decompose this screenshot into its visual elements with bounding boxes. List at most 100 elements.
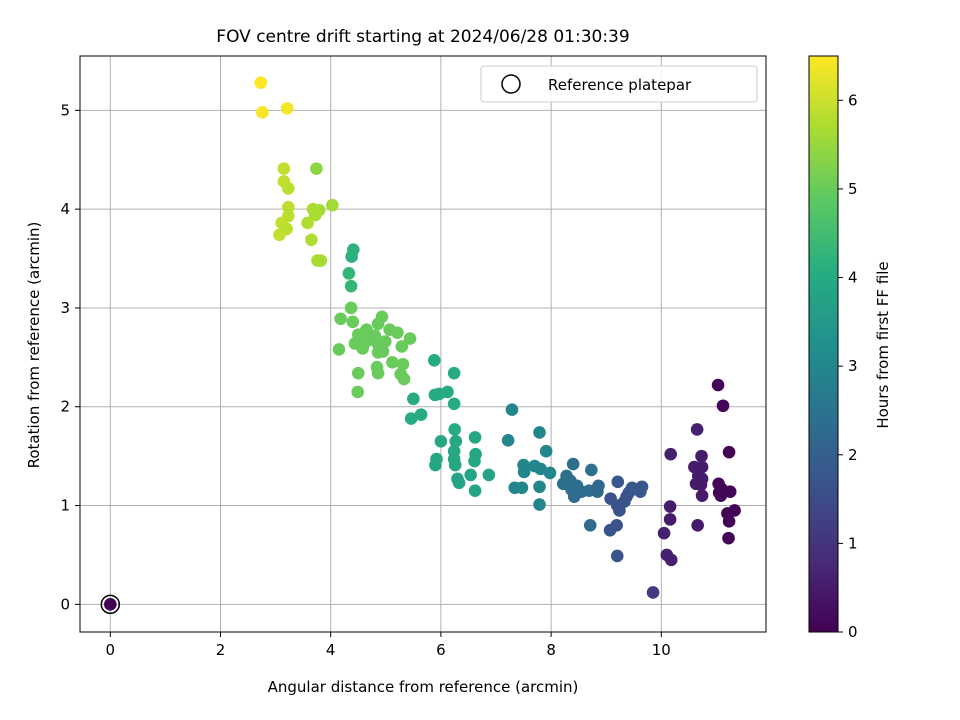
scatter-point: [634, 485, 647, 499]
scatter-point: [308, 208, 322, 222]
scatter-point: [332, 343, 346, 356]
x-tick-label: 2: [216, 641, 226, 659]
scatter-point: [482, 468, 496, 482]
scatter-point: [695, 449, 708, 463]
scatter-point: [414, 408, 428, 421]
x-axis-label: Angular distance from reference (arcmin): [268, 678, 579, 696]
y-tick-label: 1: [60, 497, 70, 515]
scatter-point: [346, 315, 360, 329]
scatter-point: [714, 489, 728, 502]
colorbar-tick-label: 1: [848, 534, 858, 552]
scatter-point: [646, 586, 660, 599]
scatter-point: [583, 518, 597, 532]
colorbar-gradient: [809, 56, 838, 632]
scatter-point: [505, 403, 519, 417]
scatter-point: [344, 279, 358, 293]
scatter-point: [468, 454, 481, 468]
plot-frame: [79, 55, 767, 633]
scatter-point: [301, 216, 314, 230]
scatter-point: [533, 498, 546, 511]
scatter-point: [464, 468, 477, 482]
colorbar-tick-label: 0: [848, 623, 858, 641]
scatter-point: [611, 475, 625, 489]
y-tick-label: 0: [60, 595, 70, 613]
plot-area: 0 2 4 6 8 10 0 1 2 3 4 5: [60, 55, 767, 659]
scatter-point: [429, 458, 442, 472]
scatter-point: [273, 228, 286, 242]
scatter-point: [691, 518, 704, 532]
colorbar-tick-label: 5: [848, 180, 858, 198]
scatter-point: [543, 466, 557, 480]
scatter-point: [517, 465, 531, 479]
scatter-point: [539, 444, 553, 458]
scatter-point: [404, 412, 418, 425]
scatter-point: [690, 423, 704, 436]
scatter-point: [326, 198, 339, 212]
scatter-point: [663, 500, 677, 513]
scatter-point: [722, 445, 736, 459]
scatter-point: [533, 426, 546, 439]
scatter-point: [356, 342, 369, 355]
scatter-point: [610, 518, 623, 532]
x-tick-label: 4: [326, 641, 336, 659]
y-tick-label: 3: [60, 299, 70, 317]
scatter-point: [567, 490, 581, 503]
scatter-point: [447, 397, 461, 411]
colorbar-tick-label: 4: [848, 269, 858, 287]
scatter-point: [345, 250, 358, 263]
scatter-point: [515, 481, 529, 495]
scatter-point: [351, 385, 365, 399]
x-tick-label: 0: [106, 641, 116, 659]
scatter-point: [305, 233, 318, 247]
reference-platepar-marker: [100, 594, 121, 615]
scatter-point: [254, 76, 268, 89]
colorbar-tick-label: 3: [848, 357, 858, 375]
scatter-point: [395, 340, 409, 353]
colorbar-label: Hours from first FF file: [874, 261, 892, 428]
scatter-point: [448, 423, 461, 436]
chart-title: FOV centre drift starting at 2024/06/28 …: [216, 27, 629, 47]
scatter-point: [657, 526, 671, 540]
scatter-point: [371, 366, 385, 380]
scatter-point: [468, 484, 482, 498]
scatter-point: [281, 182, 295, 195]
scatter-point: [386, 355, 399, 369]
colorbar-tick-label: 6: [848, 91, 858, 109]
scatter-point: [591, 485, 604, 499]
scatter-point: [447, 366, 461, 380]
legend-label-reference: Reference platepar: [548, 76, 692, 94]
scatter-point: [664, 553, 678, 567]
scatter-point: [566, 457, 580, 471]
scatter-point: [376, 345, 390, 358]
scatter-point: [428, 388, 442, 402]
scatter-point: [449, 435, 463, 448]
scatter-point: [452, 476, 466, 490]
y-tick-label: 5: [60, 101, 70, 119]
scatter-point: [371, 317, 385, 331]
scatter-point: [610, 549, 624, 563]
scatter-point: [396, 357, 410, 371]
y-axis-label: Rotation from reference (arcmin): [25, 222, 43, 469]
legend-marker-reference: [501, 74, 521, 94]
scatter-point: [342, 267, 356, 280]
scatter-point: [694, 478, 708, 492]
scatter-point: [434, 435, 448, 448]
colorbar-tick-label: 2: [848, 446, 858, 464]
scatter-point: [256, 106, 269, 119]
scatter-point: [407, 392, 420, 406]
scatter-point: [351, 366, 365, 380]
x-tick-label: 10: [652, 641, 671, 659]
x-tick-label: 8: [546, 641, 556, 659]
scatter-point: [314, 254, 328, 267]
scatter-point: [716, 399, 730, 413]
scatter-point: [397, 372, 411, 386]
scatter-point: [448, 458, 462, 472]
scatter-point: [722, 531, 735, 545]
scatter-point: [427, 354, 441, 367]
scatter-point: [585, 463, 598, 477]
colorbar: 0 1 2 3 4 5 6: [808, 55, 858, 641]
scatter-point: [277, 162, 291, 175]
y-tick-label: 4: [60, 200, 70, 218]
legend-box: [480, 65, 758, 103]
